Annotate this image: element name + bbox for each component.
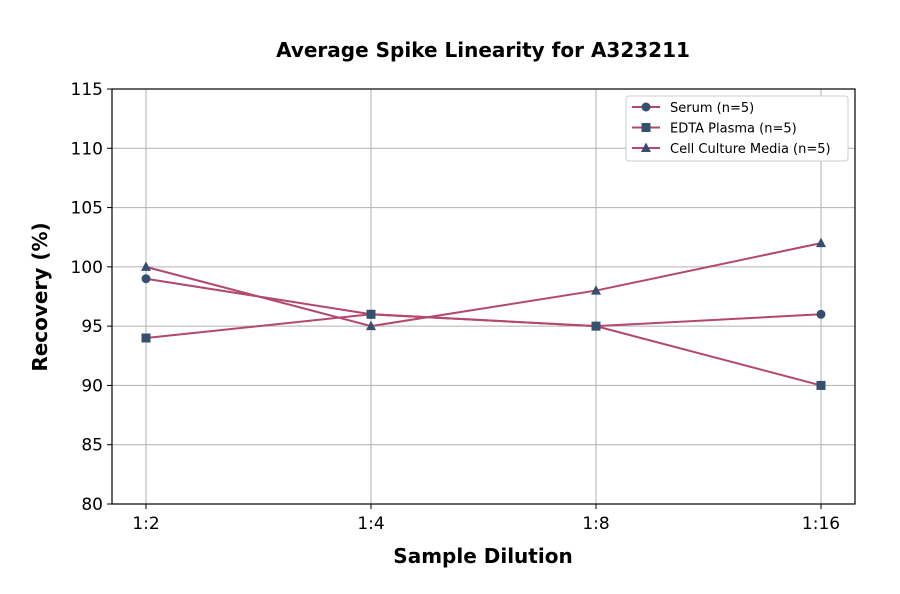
data-point	[591, 321, 601, 331]
data-point	[366, 320, 376, 331]
data-point	[141, 261, 151, 271]
legend-label: Cell Culture Media (n=5)	[670, 142, 831, 157]
y-tick-label: 85	[81, 436, 103, 456]
data-point	[816, 237, 826, 248]
data-point	[141, 333, 151, 343]
data-point	[816, 309, 826, 319]
legend-marker	[641, 123, 651, 132]
series-line	[145, 242, 822, 328]
chart-title: Average Spike Linearity for A323211	[276, 38, 690, 62]
x-tick-label: 1:16	[802, 514, 840, 534]
y-tick-label: 105	[71, 199, 103, 219]
series-circle	[141, 274, 826, 331]
data-point	[141, 274, 151, 284]
x-tick-label: 1:4	[357, 514, 384, 534]
series-triangle	[141, 237, 826, 331]
y-tick-label: 110	[71, 139, 103, 159]
series-line	[145, 277, 822, 328]
legend-marker	[641, 142, 651, 152]
legend-box	[625, 95, 849, 162]
plot-frame	[111, 88, 856, 505]
series-line	[145, 313, 822, 387]
y-tick-label: 115	[71, 80, 103, 100]
legend-marker	[641, 102, 651, 112]
y-tick-label: 90	[81, 376, 103, 396]
y-tick-label: 100	[71, 258, 103, 278]
legend-label: Serum (n=5)	[670, 101, 754, 116]
x-axis-label: Sample Dilution	[393, 544, 572, 568]
y-tick-label: 80	[81, 495, 103, 515]
data-point	[591, 285, 601, 295]
series-square	[141, 309, 826, 390]
data-point	[366, 309, 376, 319]
y-axis-label: Recovery (%)	[28, 222, 52, 371]
x-tick-label: 1:8	[582, 514, 609, 534]
data-point	[816, 380, 826, 390]
x-tick-label: 1:2	[132, 514, 159, 534]
legend: Serum (n=5) EDTA Plasma (n=5) Cell Culture…	[625, 95, 849, 162]
y-tick-label: 95	[81, 317, 103, 337]
legend-label: EDTA Plasma (n=5)	[670, 122, 797, 137]
